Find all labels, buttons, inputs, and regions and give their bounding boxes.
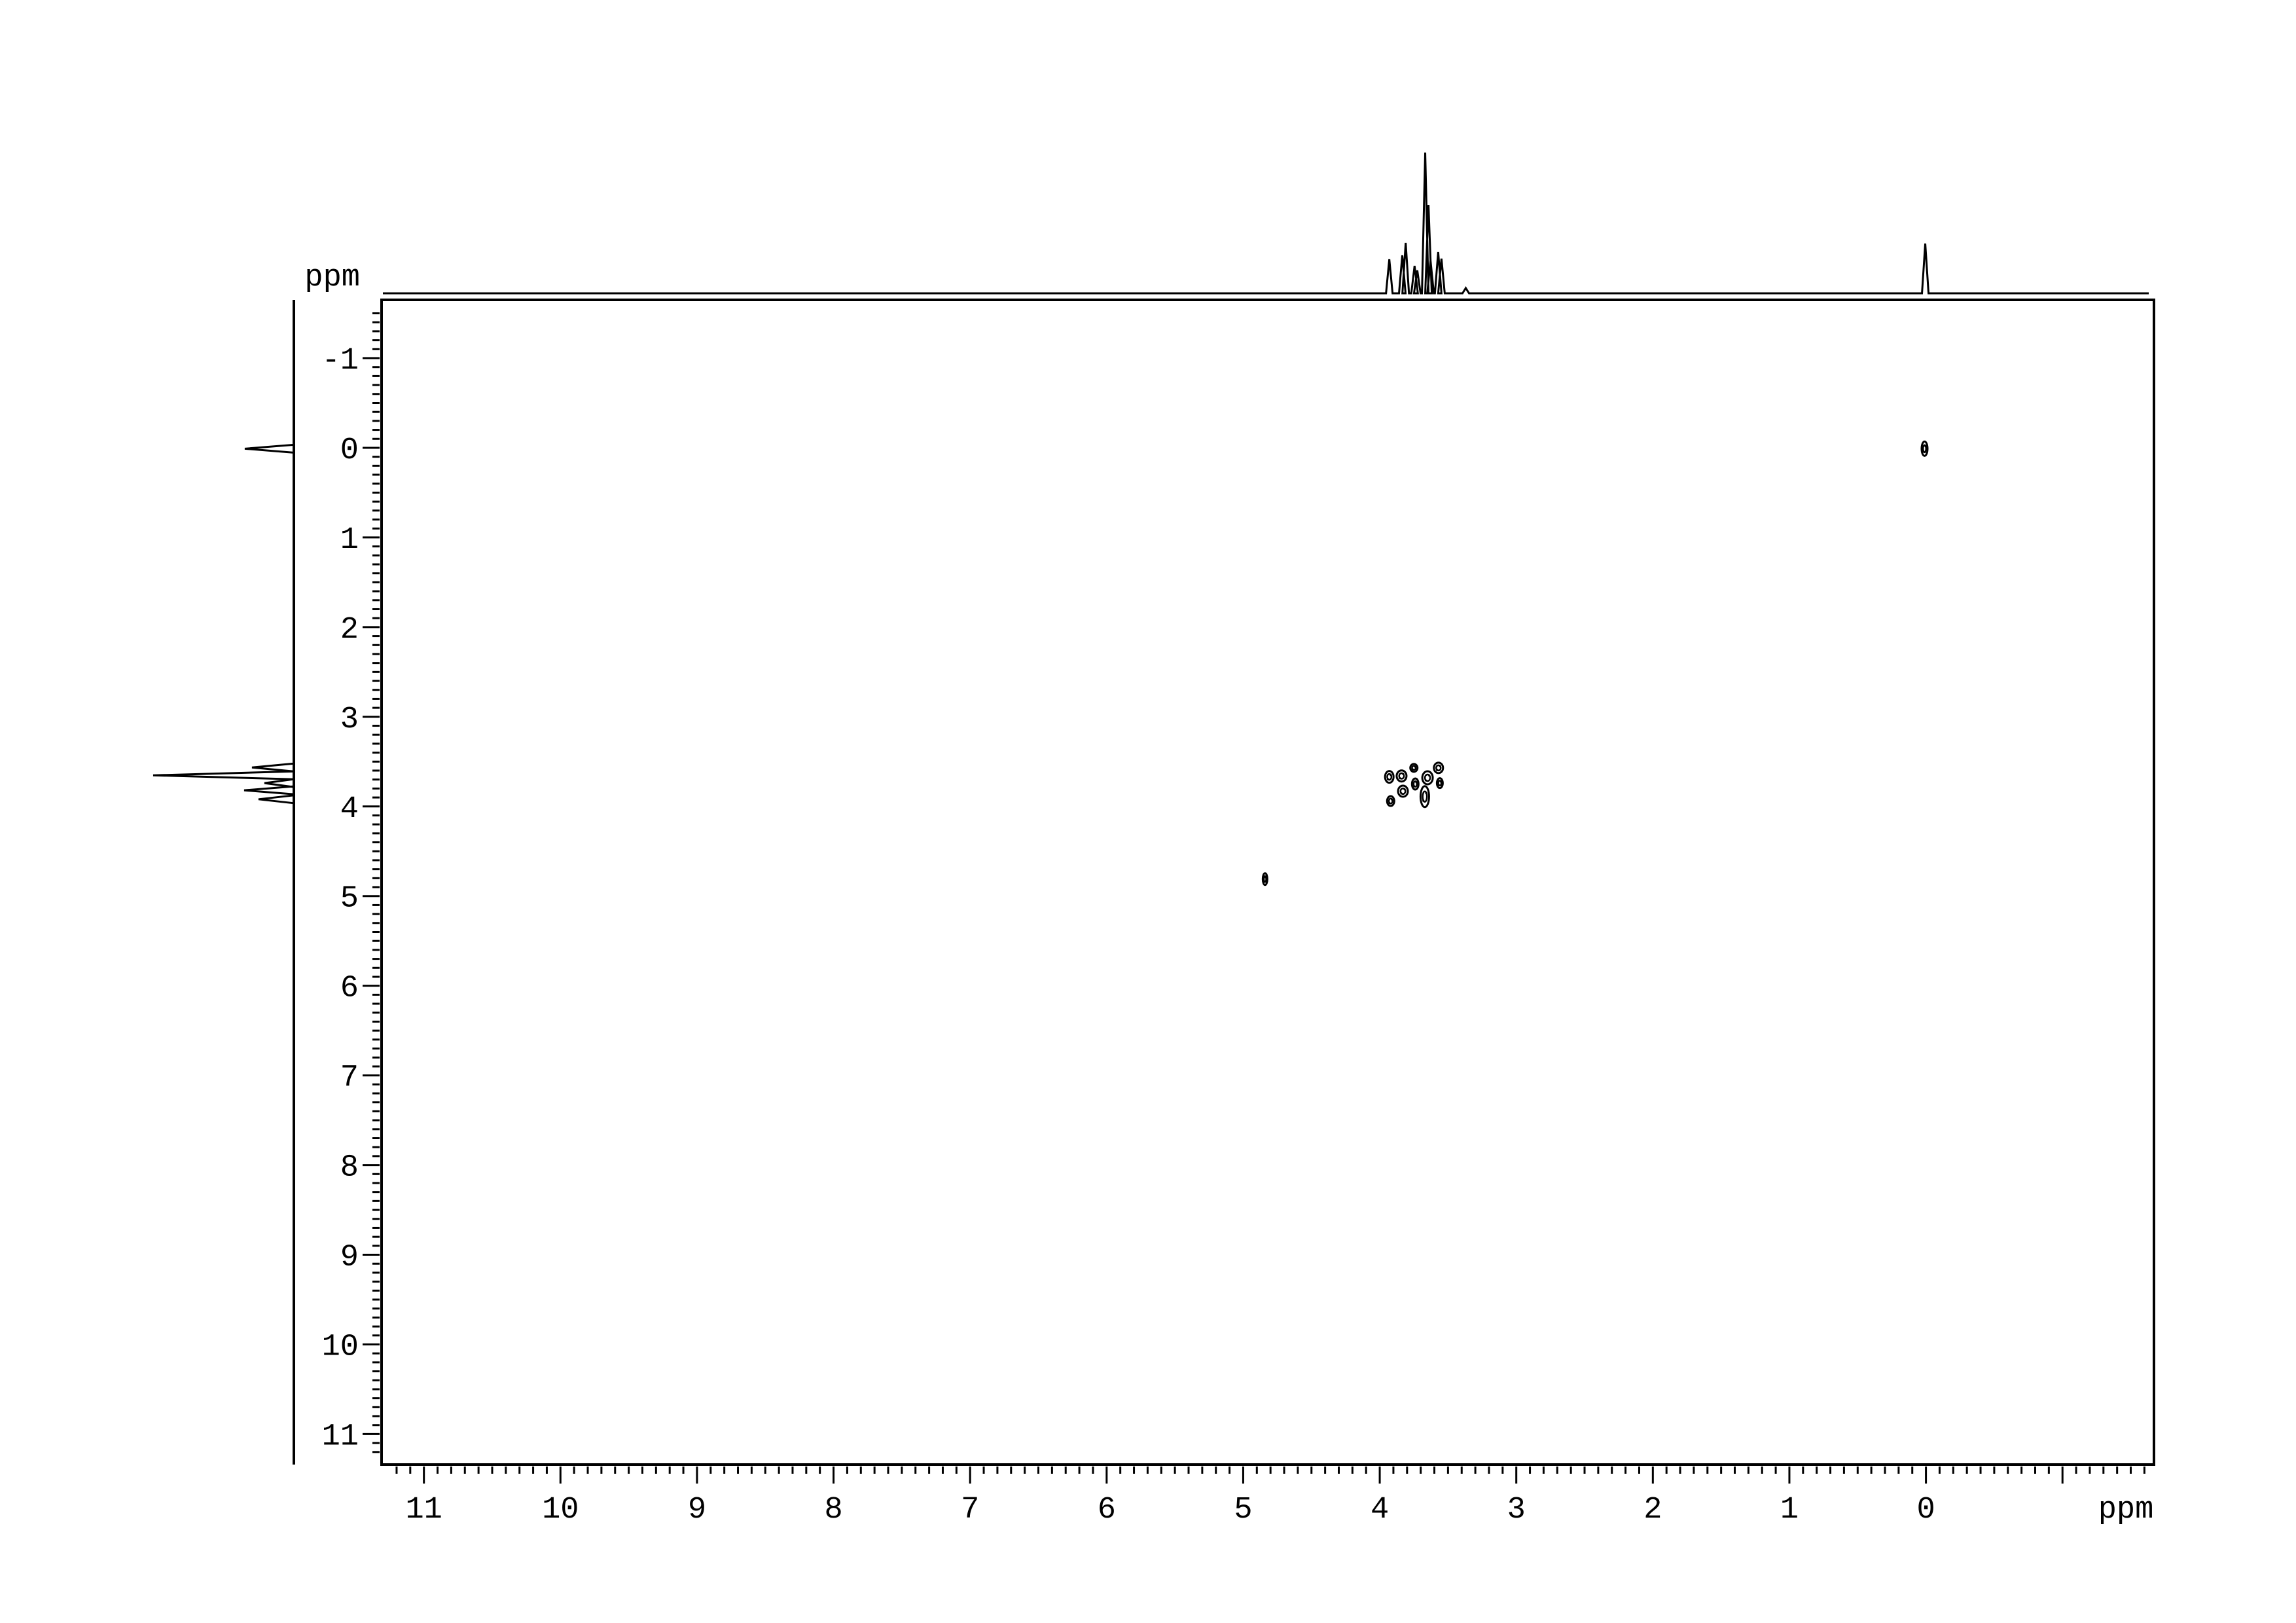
x-tick-label: 2 (1643, 1493, 1662, 1527)
x-tick-label: 8 (824, 1493, 842, 1527)
cross-peak (1386, 795, 1395, 807)
contour-inner-ring (1412, 780, 1418, 788)
y-tick-label: 8 (340, 1151, 359, 1186)
plot-frame (380, 299, 2155, 1466)
contour-outer-ring (1386, 795, 1395, 807)
plot-border (380, 299, 2155, 1466)
x-tick-label: 4 (1371, 1493, 1389, 1527)
top-projection-trace (383, 152, 2149, 295)
contour-speckle (1439, 780, 1442, 783)
contour-inner-ring (1411, 765, 1417, 771)
contour-speckle (1400, 792, 1403, 795)
x-tick-label: 1 (1780, 1493, 1799, 1527)
x-tick-label: 5 (1234, 1493, 1252, 1527)
f1-axis-ticks (363, 312, 380, 1453)
f2-axis-unit-label: ppm (2098, 1493, 2154, 1527)
contour-inner-ring (1437, 780, 1443, 787)
contour-speckle (1390, 773, 1392, 776)
contour-speckle (1413, 785, 1416, 788)
contour-speckle (1386, 778, 1390, 780)
cross-peak (1421, 770, 1434, 786)
x-tick-label: 0 (1916, 1493, 1935, 1527)
contour-speckle (1399, 777, 1401, 780)
f1-axis-unit-label: ppm (304, 261, 360, 295)
y-tick-label: 1 (340, 523, 359, 558)
left-projection-trace (152, 306, 295, 1458)
cross-peak (1419, 785, 1430, 809)
cross-peak (1261, 872, 1268, 886)
f2-axis-tick-labels: 11 10 9 8 7 6 5 4 3 2 1 0 (405, 1493, 1935, 1527)
contour-speckle (1428, 775, 1431, 777)
f2-axis-ticks (395, 1467, 2145, 1484)
cross-peak (1395, 769, 1408, 783)
contour-speckle (1414, 765, 1416, 768)
contour-inner-ring (1422, 790, 1428, 803)
contour-outer-ring (1410, 777, 1420, 791)
contour-inner-ring (1424, 773, 1431, 782)
contour-speckle (1924, 445, 1927, 448)
contour-speckle (1411, 768, 1414, 771)
cross-peak (1435, 777, 1444, 790)
contour-outer-ring (1419, 785, 1430, 809)
contour-speckle (1422, 799, 1425, 802)
contour-inner-ring (1399, 787, 1407, 795)
y-tick-label: 11 (322, 1419, 359, 1454)
contour-outer-ring (1395, 769, 1408, 783)
contour-inner-ring (1386, 773, 1393, 781)
contour-speckle (1390, 798, 1393, 801)
contour-outer-ring (1384, 770, 1395, 784)
contour-speckle (1435, 769, 1439, 771)
cross-peak (1409, 763, 1419, 773)
cross-peak (1397, 784, 1409, 798)
contour-speckle (1424, 779, 1427, 782)
contour-outer-ring (1920, 440, 1929, 457)
contour-speckle (1388, 801, 1391, 805)
cross-peak (1433, 761, 1444, 775)
y-tick-label: 10 (322, 1330, 359, 1364)
cross-peak-contours (1261, 440, 1929, 886)
x-tick-label: 10 (542, 1493, 579, 1527)
f1-axis-tick-labels: -1 0 1 2 3 4 5 6 7 8 9 10 11 (322, 344, 359, 1454)
contour-outer-ring (1421, 770, 1434, 786)
y-tick-label: 3 (340, 702, 359, 737)
contour-inner-ring (1398, 772, 1405, 780)
contour-outer-ring (1397, 784, 1409, 798)
contour-inner-ring (1388, 797, 1393, 805)
y-tick-label: 2 (340, 613, 359, 647)
x-tick-label: 9 (688, 1493, 706, 1527)
contour-speckle (1425, 792, 1427, 794)
y-tick-label: 4 (340, 792, 359, 827)
x-tick-label: 6 (1098, 1493, 1116, 1527)
y-tick-label: 0 (340, 433, 359, 468)
cross-peak (1920, 440, 1929, 457)
x-tick-label: 3 (1507, 1493, 1526, 1527)
contour-speckle (1415, 781, 1418, 784)
contour-speckle (1437, 784, 1440, 786)
x-tick-label: 7 (961, 1493, 979, 1527)
contour-speckle (1263, 880, 1266, 883)
x-tick-label: 11 (405, 1493, 442, 1527)
contour-outer-ring (1261, 872, 1268, 886)
y-tick-label: 7 (340, 1061, 359, 1096)
y-tick-label: -1 (322, 344, 359, 378)
contour-speckle (1403, 788, 1406, 791)
top-1d-projection (383, 152, 2149, 295)
contour-speckle (1265, 876, 1267, 879)
contour-outer-ring (1409, 763, 1419, 773)
contour-inner-ring (1435, 764, 1442, 772)
contour-speckle (1402, 773, 1405, 775)
cross-peak (1384, 770, 1395, 784)
y-tick-label: 5 (340, 882, 359, 917)
contour-outer-ring (1435, 777, 1444, 790)
contour-speckle (1439, 765, 1441, 767)
contour-inner-ring (1922, 444, 1928, 454)
contour-outer-ring (1433, 761, 1444, 775)
contour-speckle (1922, 450, 1925, 453)
y-tick-label: 9 (340, 1241, 359, 1275)
y-tick-label: 6 (340, 972, 359, 1006)
cross-peak (1410, 777, 1420, 791)
left-1d-projection (152, 300, 295, 1465)
